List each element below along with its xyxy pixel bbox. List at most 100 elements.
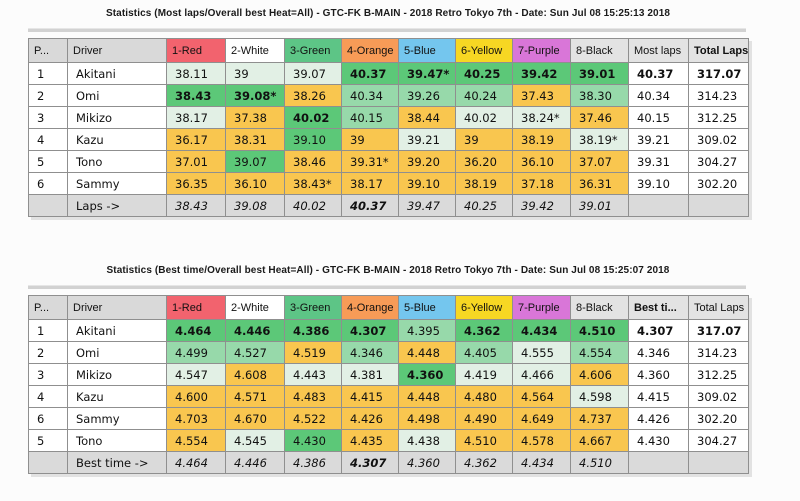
column-header-driver: Driver: [67, 38, 167, 63]
footer-label-cell: Best time ->: [67, 451, 167, 474]
column-header-2-white: 2-White: [225, 38, 285, 63]
driver-name-cell: Kazu: [67, 128, 167, 151]
summary-row: Laps -> 38.43 39.08 40.02 40.37 39.47 40.25 39.…: [28, 194, 749, 217]
total-laps-cell: 309.02: [688, 385, 749, 408]
total-laps-cell: 309.02: [688, 128, 749, 151]
heat-value-cell: 4.554: [570, 341, 629, 364]
driver-name-cell: Sammy: [67, 172, 167, 195]
most-laps-section: Statistics (Most laps/Overall best Heat=…: [28, 8, 800, 217]
position-cell: 2: [28, 341, 68, 364]
footer-value-cell: 4.362: [455, 451, 513, 474]
footer-value-cell: 4.360: [398, 451, 456, 474]
footer-value-cell: 40.02: [284, 194, 342, 217]
heat-value-cell: 4.443: [284, 363, 342, 386]
driver-row-sammy: 6 Sammy 36.35 36.10 38.43* 38.17 39.10 38.19 37.…: [28, 172, 749, 195]
total-laps-cell: 314.23: [688, 84, 749, 107]
driver-name-cell: Kazu: [67, 385, 167, 408]
position-cell: 1: [28, 62, 68, 85]
position-cell: 3: [28, 363, 68, 386]
heat-value-cell: 4.435: [341, 429, 399, 452]
driver-row-kazu: 4 Kazu 4.600 4.571 4.483 4.415 4.448 4.480 4.564…: [28, 385, 749, 408]
heat-value-cell: 39.10: [284, 128, 342, 151]
footer-value-cell: 38.43: [166, 194, 226, 217]
heat-value-cell: 4.600: [166, 385, 226, 408]
header-row: P... Driver 1-Red 2-White 3-Green 4-Orange 5-B…: [28, 38, 749, 63]
heat-value-cell: 39.26: [398, 84, 456, 107]
best-time-table-title: Statistics (Best time/Overall best Heat=…: [106, 265, 670, 276]
heat-value-cell: 40.15: [341, 106, 399, 129]
column-header-most-laps: Most laps: [628, 38, 689, 63]
heat-value-cell: 37.01: [166, 150, 226, 173]
heat-value-cell: 37.43: [512, 84, 571, 107]
best-value-cell: 39.21: [628, 128, 689, 151]
heat-value-cell: 40.25: [455, 62, 513, 85]
heat-value-cell: 38.31: [225, 128, 285, 151]
heat-value-cell: 4.360: [398, 363, 456, 386]
heat-value-cell: 4.519: [284, 341, 342, 364]
column-header-8-black: 8-Black: [570, 38, 629, 63]
heat-value-cell: 38.19: [512, 128, 571, 151]
heat-value-cell: 4.571: [225, 385, 285, 408]
heat-value-cell: 36.31: [570, 172, 629, 195]
best-value-cell: 40.15: [628, 106, 689, 129]
heat-value-cell: 4.430: [284, 429, 342, 452]
footer-value-cell: 39.42: [512, 194, 571, 217]
heat-value-cell: 4.608: [225, 363, 285, 386]
column-header-6-yellow: 6-Yellow: [455, 295, 513, 320]
position-cell: 2: [28, 84, 68, 107]
heat-value-cell: 4.307: [341, 319, 399, 342]
heat-value-cell: 39: [225, 62, 285, 85]
heat-value-cell: 37.07: [570, 150, 629, 173]
heat-value-cell: 4.466: [512, 363, 571, 386]
heat-value-cell: 38.43: [166, 84, 226, 107]
heat-value-cell: 38.30: [570, 84, 629, 107]
best-value-cell: 4.307: [628, 319, 689, 342]
driver-name-cell: Omi: [67, 341, 167, 364]
heat-value-cell: 39.08*: [225, 84, 285, 107]
total-laps-cell: 312.25: [688, 106, 749, 129]
position-cell: 5: [28, 150, 68, 173]
heat-value-cell: 38.46: [284, 150, 342, 173]
heat-value-cell: 4.564: [512, 385, 571, 408]
footer-empty-cell: [688, 194, 749, 217]
driver-rows: 1 Akitani 4.464 4.446 4.386 4.307 4.395 4.362 4.…: [28, 319, 749, 452]
heat-value-cell: 4.426: [341, 407, 399, 430]
total-laps-cell: 317.07: [688, 62, 749, 85]
driver-row-tono: 5 Tono 4.554 4.545 4.430 4.435 4.438 4.510 4.578…: [28, 429, 749, 452]
total-laps-cell: 304.27: [688, 429, 749, 452]
footer-empty-cell: [628, 194, 689, 217]
driver-name-cell: Mikizo: [67, 363, 167, 386]
heat-value-cell: 38.17: [166, 106, 226, 129]
driver-name-cell: Akitani: [67, 319, 167, 342]
driver-name-cell: Tono: [67, 429, 167, 452]
footer-value-cell: 4.464: [166, 451, 226, 474]
best-value-cell: 4.360: [628, 363, 689, 386]
heat-value-cell: 4.667: [570, 429, 629, 452]
heat-value-cell: 4.527: [225, 341, 285, 364]
driver-row-akitani: 1 Akitani 38.11 39 39.07 40.37 39.47* 40.25 39.4…: [28, 62, 749, 85]
heat-value-cell: 40.02: [455, 106, 513, 129]
heat-value-cell: 36.10: [512, 150, 571, 173]
column-header-1-red: 1-Red: [166, 295, 226, 320]
heat-value-cell: 4.386: [284, 319, 342, 342]
heat-value-cell: 4.545: [225, 429, 285, 452]
title-divider: [28, 285, 746, 289]
heat-value-cell: 4.381: [341, 363, 399, 386]
best-value-cell: 4.415: [628, 385, 689, 408]
header-row: P... Driver 1-Red 2-White 3-Green 4-Orange 5-B…: [28, 295, 749, 320]
driver-rows: 1 Akitani 38.11 39 39.07 40.37 39.47* 40.25 39.4…: [28, 62, 749, 195]
column-header-total-laps: Total Laps: [688, 38, 749, 63]
column-header-7-purple: 7-Purple: [512, 38, 571, 63]
total-laps-cell: 314.23: [688, 341, 749, 364]
heat-value-cell: 38.24*: [512, 106, 571, 129]
footer-value-cell: 39.08: [225, 194, 285, 217]
footer-value-cell: 39.47: [398, 194, 456, 217]
driver-row-kazu: 4 Kazu 36.17 38.31 39.10 39 39.21 39 38.19 38.19*…: [28, 128, 749, 151]
heat-value-cell: 4.490: [455, 407, 513, 430]
driver-row-mikizo: 3 Mikizo 4.547 4.608 4.443 4.381 4.360 4.419 4.4…: [28, 363, 749, 386]
best-value-cell: 39.31: [628, 150, 689, 173]
heat-value-cell: 4.547: [166, 363, 226, 386]
column-header-4-orange: 4-Orange: [341, 38, 399, 63]
position-cell: 5: [28, 429, 68, 452]
heat-value-cell: 36.35: [166, 172, 226, 195]
